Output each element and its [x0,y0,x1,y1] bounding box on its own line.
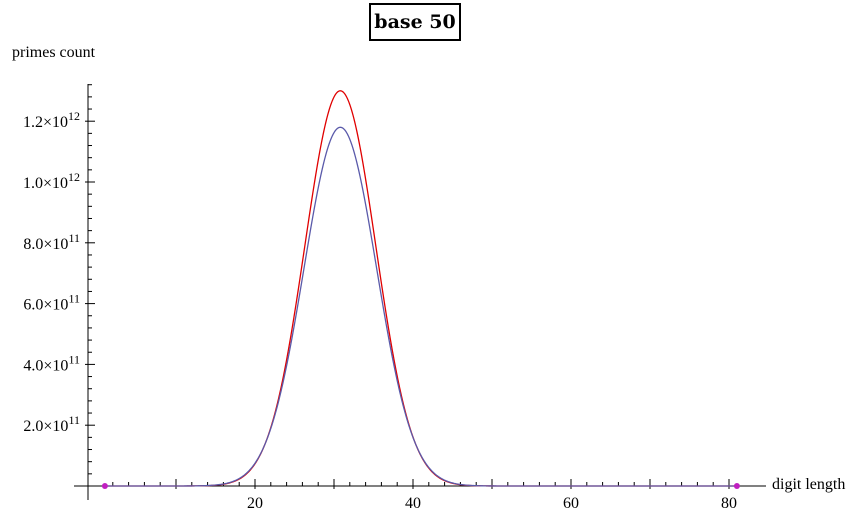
y-tick-label: 8.0×1011 [23,231,80,253]
chart-title: base 50 [374,11,456,33]
y-tick-label: 6.0×1011 [23,292,80,314]
series-line-1 [104,90,737,487]
x-tick-label: 40 [405,495,421,512]
y-tick-label: 2.0×1011 [23,413,80,435]
y-axis-label: primes count [12,44,96,61]
x-axis-label: digit length [772,476,846,493]
axes [74,84,766,500]
x-tick-label: 20 [247,495,263,512]
chart-title-box: base 50 [369,3,461,41]
y-tick-label: 4.0×1011 [23,352,80,374]
y-tick-label: 1.2×1012 [23,109,80,131]
y-tick-label: 1.0×1012 [23,170,80,192]
data-point-marker [733,483,740,489]
data-point-marker [101,483,108,489]
series-line-2 [104,126,737,487]
x-tick-label: 80 [721,495,737,512]
x-ticks: 20 40 60 80 [112,479,737,512]
markers-group [101,483,740,489]
series-group [104,90,737,487]
x-tick-label: 60 [563,495,579,512]
y-ticks: 2.0×1011 4.0×1011 6.0×1011 8.0×1011 1.0×1012… [23,84,95,475]
